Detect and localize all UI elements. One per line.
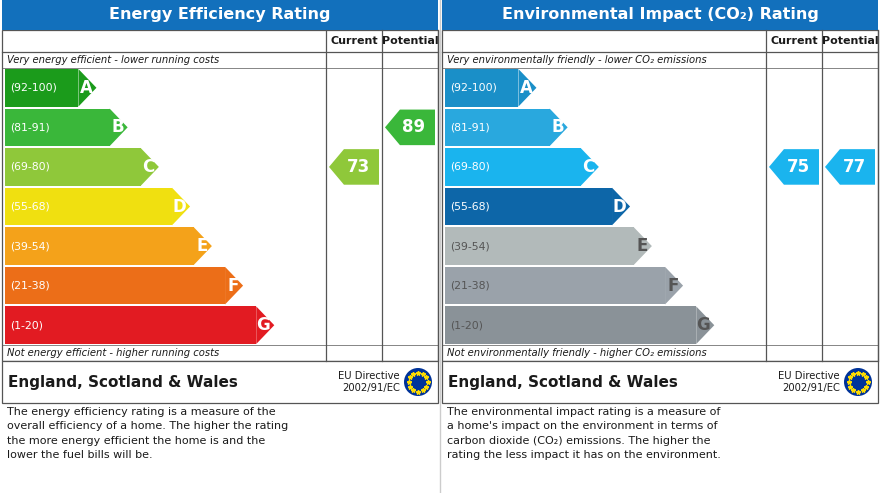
Bar: [5, 227, 194, 265]
Text: Very energy efficient - lower running costs: Very energy efficient - lower running co…: [7, 55, 219, 65]
Polygon shape: [385, 109, 435, 145]
Text: B: B: [551, 118, 564, 137]
Bar: [5, 188, 172, 225]
Circle shape: [844, 368, 872, 396]
Bar: [5, 69, 78, 106]
Text: Not environmentally friendly - higher CO₂ emissions: Not environmentally friendly - higher CO…: [447, 348, 707, 358]
Bar: [445, 188, 612, 225]
Text: (1-20): (1-20): [450, 320, 483, 330]
Text: 77: 77: [842, 158, 866, 176]
Text: (39-54): (39-54): [10, 241, 50, 251]
Text: F: F: [668, 277, 679, 295]
Text: EU Directive
2002/91/EC: EU Directive 2002/91/EC: [339, 371, 400, 393]
Text: (92-100): (92-100): [450, 83, 497, 93]
Text: (92-100): (92-100): [10, 83, 57, 93]
Text: Not energy efficient - higher running costs: Not energy efficient - higher running co…: [7, 348, 219, 358]
Bar: [5, 108, 110, 146]
Text: E: E: [636, 237, 648, 255]
Text: Very environmentally friendly - lower CO₂ emissions: Very environmentally friendly - lower CO…: [447, 55, 707, 65]
Text: E: E: [196, 237, 208, 255]
Text: D: D: [172, 198, 186, 215]
Bar: [5, 307, 256, 344]
Text: C: C: [143, 158, 155, 176]
Bar: [445, 69, 518, 106]
Polygon shape: [769, 149, 819, 185]
Text: EU Directive
2002/91/EC: EU Directive 2002/91/EC: [779, 371, 840, 393]
Text: 75: 75: [787, 158, 810, 176]
Bar: [5, 148, 141, 186]
Bar: [442, 0, 878, 30]
Polygon shape: [225, 267, 243, 305]
Text: Current: Current: [330, 36, 378, 46]
Polygon shape: [78, 69, 97, 106]
Text: Potential: Potential: [382, 36, 438, 46]
Text: G: G: [257, 316, 270, 334]
Polygon shape: [696, 307, 715, 344]
Text: (69-80): (69-80): [10, 162, 50, 172]
Text: (55-68): (55-68): [10, 202, 50, 211]
Polygon shape: [172, 188, 190, 225]
Bar: [2, 361, 438, 403]
Polygon shape: [581, 148, 599, 186]
Polygon shape: [194, 227, 212, 265]
Polygon shape: [612, 188, 630, 225]
Text: A: A: [519, 79, 532, 97]
Text: (21-38): (21-38): [450, 281, 490, 291]
Polygon shape: [665, 267, 683, 305]
Text: (21-38): (21-38): [10, 281, 50, 291]
Text: Potential: Potential: [822, 36, 878, 46]
Text: Current: Current: [770, 36, 818, 46]
Text: A: A: [79, 79, 92, 97]
Text: The energy efficiency rating is a measure of the
overall efficiency of a home. T: The energy efficiency rating is a measur…: [7, 407, 289, 460]
Bar: [2, 0, 438, 30]
Bar: [442, 30, 878, 361]
Polygon shape: [550, 108, 568, 146]
Text: 89: 89: [402, 118, 426, 137]
Text: (81-91): (81-91): [10, 122, 50, 132]
Bar: [445, 307, 696, 344]
Text: England, Scotland & Wales: England, Scotland & Wales: [8, 375, 238, 389]
Text: (55-68): (55-68): [450, 202, 490, 211]
Text: Environmental Impact (CO₂) Rating: Environmental Impact (CO₂) Rating: [502, 7, 818, 23]
Text: England, Scotland & Wales: England, Scotland & Wales: [448, 375, 678, 389]
Polygon shape: [825, 149, 875, 185]
Text: The environmental impact rating is a measure of
a home's impact on the environme: The environmental impact rating is a mea…: [447, 407, 721, 460]
Text: F: F: [228, 277, 239, 295]
Bar: [5, 267, 225, 305]
Polygon shape: [329, 149, 379, 185]
Bar: [445, 108, 550, 146]
Bar: [445, 267, 665, 305]
Text: (39-54): (39-54): [450, 241, 490, 251]
Text: G: G: [697, 316, 710, 334]
Polygon shape: [256, 307, 275, 344]
Bar: [442, 361, 878, 403]
Text: B: B: [111, 118, 124, 137]
Polygon shape: [518, 69, 537, 106]
Bar: [2, 30, 438, 361]
Circle shape: [404, 368, 432, 396]
Text: D: D: [612, 198, 626, 215]
Text: Energy Efficiency Rating: Energy Efficiency Rating: [109, 7, 331, 23]
Bar: [445, 227, 634, 265]
Text: 73: 73: [347, 158, 370, 176]
Text: C: C: [583, 158, 595, 176]
Bar: [445, 148, 581, 186]
Polygon shape: [110, 108, 128, 146]
Polygon shape: [634, 227, 652, 265]
Text: (81-91): (81-91): [450, 122, 490, 132]
Text: (1-20): (1-20): [10, 320, 43, 330]
Polygon shape: [141, 148, 159, 186]
Text: (69-80): (69-80): [450, 162, 490, 172]
